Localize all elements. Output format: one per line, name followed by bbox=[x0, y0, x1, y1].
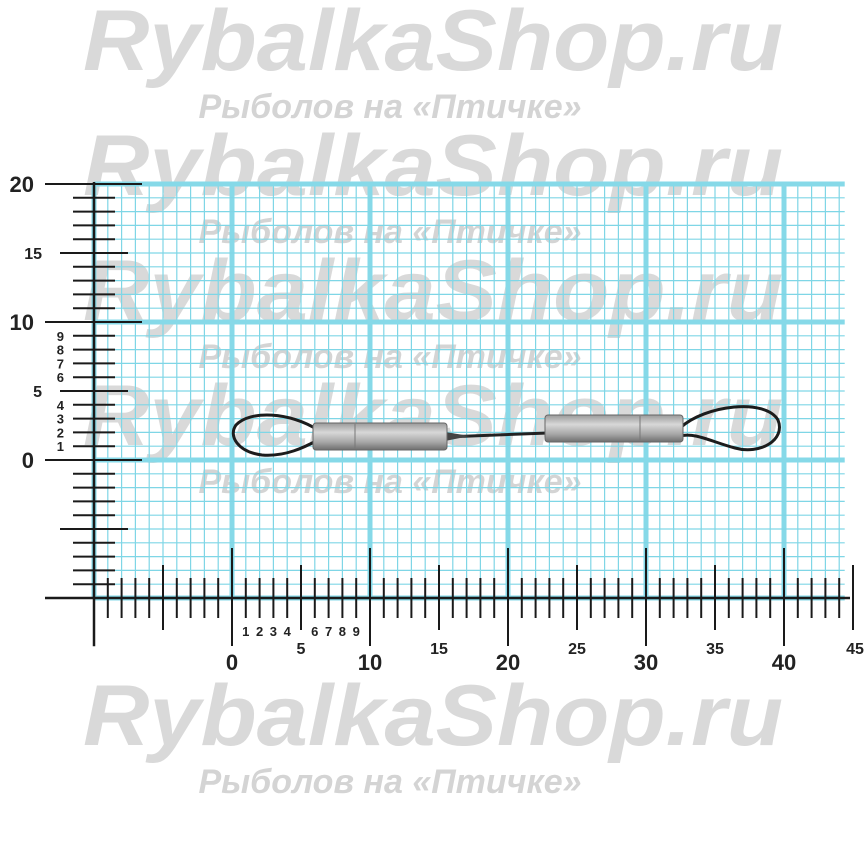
x-major-label: 0 bbox=[226, 650, 238, 675]
y-mid-label: 5 bbox=[33, 384, 42, 401]
x-minor-label: 4 bbox=[284, 624, 292, 639]
y-major-label: 0 bbox=[22, 448, 34, 473]
x-major-label: 30 bbox=[634, 650, 658, 675]
y-minor-label: 3 bbox=[57, 412, 64, 427]
y-minor-label: 1 bbox=[57, 439, 64, 454]
watermark-slogan: Рыболов на «Птичке» bbox=[198, 763, 581, 801]
y-major-label: 10 bbox=[10, 310, 34, 335]
x-major-label: 40 bbox=[772, 650, 796, 675]
x-minor-label: 7 bbox=[325, 624, 332, 639]
x-minor-label: 3 bbox=[270, 624, 277, 639]
wire-tip bbox=[445, 432, 470, 441]
x-mid-label: 5 bbox=[297, 641, 306, 658]
y-minor-label: 9 bbox=[57, 329, 64, 344]
x-mid-label: 25 bbox=[568, 641, 586, 658]
left-sleeve bbox=[312, 422, 448, 451]
left-loop bbox=[231, 413, 319, 457]
y-mid-label: 15 bbox=[24, 246, 42, 263]
watermark-slogan: Рыболов на «Птичке» bbox=[198, 463, 581, 501]
y-minor-label: 6 bbox=[57, 370, 64, 385]
x-mid-label: 45 bbox=[846, 641, 864, 658]
x-mid-label: 35 bbox=[706, 641, 724, 658]
y-minor-label: 8 bbox=[57, 343, 64, 358]
watermark-slogan: Рыболов на «Птичке» bbox=[198, 338, 581, 376]
x-mid-label: 15 bbox=[430, 641, 448, 658]
x-major-label: 20 bbox=[496, 650, 520, 675]
y-minor-label: 4 bbox=[57, 398, 65, 413]
x-minor-label: 8 bbox=[339, 624, 346, 639]
y-major-label: 20 bbox=[10, 172, 34, 197]
watermark-slogan: Рыболов на «Птичке» bbox=[198, 88, 581, 126]
x-major-label: 10 bbox=[358, 650, 382, 675]
x-minor-label: 1 bbox=[242, 624, 249, 639]
y-minor-label: 7 bbox=[57, 356, 64, 371]
right-sleeve bbox=[544, 414, 684, 443]
x-minor-label: 2 bbox=[256, 624, 263, 639]
watermark-brand: RybalkaShop.ru bbox=[83, 0, 783, 89]
watermark-slogan: Рыболов на «Птичке» bbox=[198, 213, 581, 251]
y-minor-label: 2 bbox=[57, 425, 64, 440]
x-minor-label: 6 bbox=[311, 624, 318, 639]
right-loop bbox=[678, 405, 781, 452]
watermark-brand: RybalkaShop.ru bbox=[83, 668, 783, 764]
x-minor-label: 9 bbox=[353, 624, 360, 639]
